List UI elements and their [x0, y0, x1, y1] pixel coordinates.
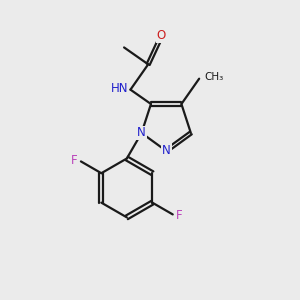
Text: F: F — [176, 208, 182, 221]
Text: N: N — [137, 127, 146, 140]
Text: O: O — [157, 29, 166, 42]
Text: CH₃: CH₃ — [205, 72, 224, 82]
Text: HN: HN — [111, 82, 128, 95]
Text: N: N — [162, 144, 171, 158]
Text: F: F — [71, 154, 78, 167]
